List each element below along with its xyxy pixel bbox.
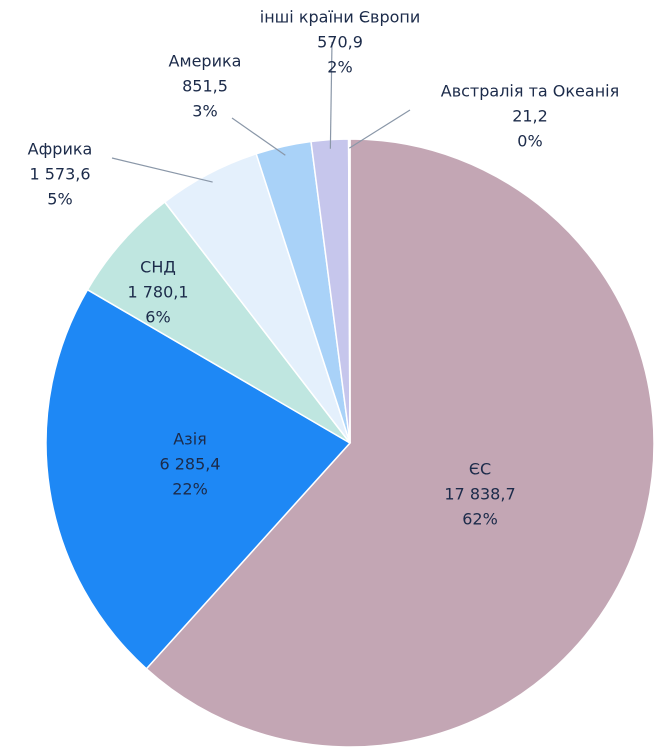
slice-value: 570,9 [317, 33, 363, 52]
leader-line [111, 157, 213, 183]
leader-line [231, 117, 286, 156]
slice-percent: 62% [462, 510, 498, 529]
slice-name: Азія [173, 430, 207, 449]
slice-percent: 3% [192, 102, 217, 121]
slice-percent: 6% [145, 308, 170, 327]
leader-line [349, 109, 411, 149]
slice-percent: 2% [327, 58, 352, 77]
slice-value: 1 780,1 [127, 283, 188, 302]
slice-value: 1 573,6 [29, 165, 90, 184]
slice-percent: 0% [517, 132, 542, 151]
slice-percent: 5% [47, 190, 72, 209]
leader-line [329, 41, 333, 149]
slice-value: 21,2 [512, 107, 548, 126]
slice-percent: 22% [172, 480, 208, 499]
pie-slice [86, 200, 351, 444]
slice-name: Америка [169, 52, 242, 71]
slice-value: 17 838,7 [444, 485, 515, 504]
slice-value: 6 285,4 [159, 455, 220, 474]
pie-slice [145, 138, 655, 748]
slice-name: Австралія та Океанія [441, 82, 619, 101]
pie-slice [347, 138, 351, 444]
slice-value: 851,5 [182, 77, 228, 96]
pie-slice [45, 288, 352, 670]
slice-name: інші країни Європи [260, 8, 421, 27]
slice-name: Африка [28, 140, 93, 159]
slice-name: ЄС [469, 460, 491, 479]
slice-name: СНД [140, 258, 176, 277]
